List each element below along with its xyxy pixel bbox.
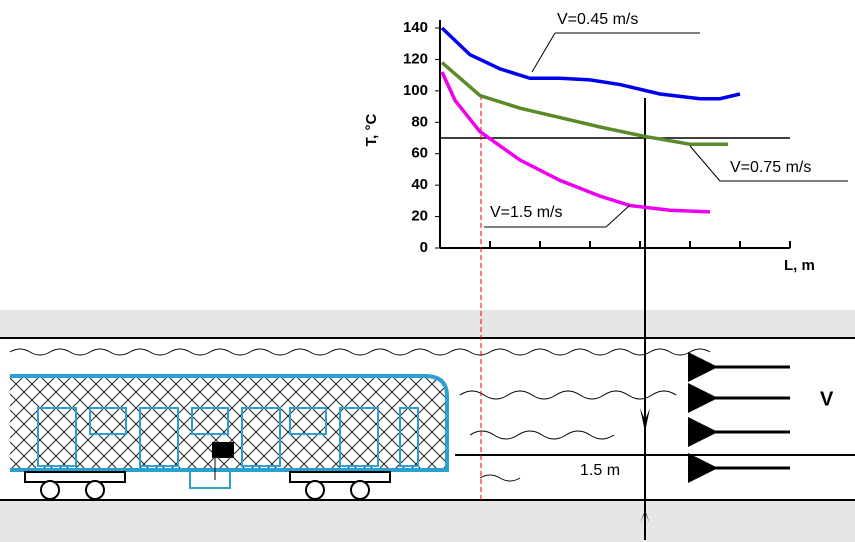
y-tick-label: 100	[403, 82, 428, 99]
y-tick-label: 20	[411, 208, 428, 225]
tunnel-floor	[0, 500, 855, 542]
series-label: V=1.5 m/s	[490, 204, 562, 221]
figure: V 1.5 m 0 20 40 60 80 100 120 140 T, °C L, m V=0.4…	[0, 0, 855, 542]
sensor	[212, 442, 234, 458]
y-tick-label: 0	[420, 239, 428, 256]
wave	[460, 391, 676, 399]
callout-leader	[690, 146, 720, 181]
speed-label: V	[820, 388, 834, 410]
series-label: V=0.75 m/s	[730, 159, 811, 176]
y-tick-label: 80	[411, 113, 428, 130]
y-tick-label: 60	[411, 145, 428, 162]
series-line	[442, 63, 728, 145]
bogies	[25, 472, 390, 499]
train	[10, 376, 447, 499]
y-tick-label: 40	[411, 176, 428, 193]
x-axis-label: L, m	[784, 257, 815, 274]
wave	[470, 431, 614, 439]
series-label: V=0.45 m/s	[557, 11, 638, 28]
series-line	[442, 28, 740, 99]
y-tick-label: 140	[403, 19, 428, 36]
y-tick-label: 120	[403, 50, 428, 67]
flow-arrows	[715, 367, 790, 468]
callout-leader	[606, 205, 630, 227]
callout-leader	[532, 33, 555, 72]
wave	[480, 475, 520, 481]
y-axis-label: T, °C	[363, 114, 380, 147]
height-label: 1.5 m	[580, 462, 620, 479]
tunnel-wall	[0, 310, 855, 338]
wave	[10, 349, 710, 355]
